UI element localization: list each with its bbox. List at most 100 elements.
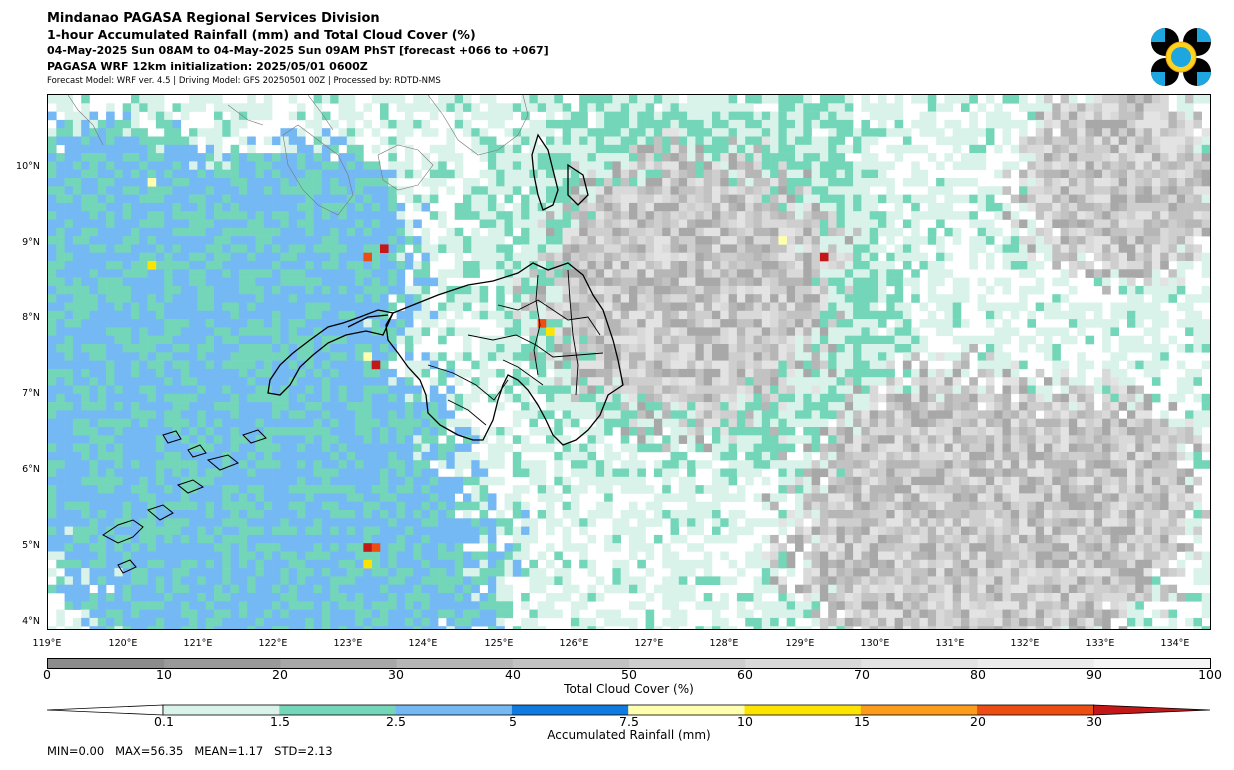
grid-cell <box>778 427 787 436</box>
grid-cell <box>396 128 406 137</box>
grid-cell <box>703 227 713 237</box>
grid-cell <box>595 103 605 112</box>
grid-cell <box>321 377 331 386</box>
grid-cell <box>321 418 331 428</box>
grid-cell <box>869 402 879 411</box>
grid-cell <box>844 227 854 237</box>
grid-cell <box>944 211 953 220</box>
grid-cell <box>404 368 414 378</box>
grid-cell <box>48 310 57 320</box>
grid-cell <box>1201 418 1210 428</box>
grid-cell <box>1151 427 1161 436</box>
grid-cell <box>662 352 671 361</box>
grid-cell <box>487 119 497 129</box>
grid-cell <box>562 344 572 353</box>
grid-cell <box>479 294 489 303</box>
grid-cell <box>355 244 364 253</box>
grid-cell <box>346 352 356 361</box>
grid-cell <box>346 344 356 353</box>
grid-cell <box>927 294 937 303</box>
grid-cell <box>521 269 530 278</box>
grid-cell <box>712 186 721 195</box>
grid-cell <box>728 186 738 195</box>
grid-cell <box>230 410 240 419</box>
grid-cell <box>645 244 655 253</box>
grid-cell <box>570 153 580 162</box>
grid-cell <box>662 335 671 345</box>
grid-cell <box>803 103 812 112</box>
grid-cell <box>1052 352 1061 361</box>
grid-cell <box>894 277 904 287</box>
grid-cell <box>189 128 198 137</box>
grid-cell <box>861 385 870 395</box>
grid-cell <box>828 236 837 245</box>
grid-cell <box>1035 277 1045 287</box>
grid-cell <box>139 402 148 411</box>
grid-cell <box>496 302 505 312</box>
grid-cell <box>629 327 638 336</box>
grid-cell <box>894 269 904 278</box>
grid-cell <box>255 269 265 278</box>
grid-cell <box>131 410 140 419</box>
grid-cell <box>280 153 289 162</box>
grid-cell <box>388 335 397 345</box>
grid-cell <box>421 161 431 170</box>
grid-cell <box>1143 219 1153 229</box>
grid-cell <box>653 252 663 262</box>
grid-cell <box>172 368 182 378</box>
grid-cell <box>363 244 372 253</box>
grid-cell <box>811 418 821 428</box>
grid-cell <box>288 178 298 187</box>
grid-cell <box>1135 410 1144 419</box>
grid-cell <box>255 352 265 361</box>
grid-cell <box>81 327 90 336</box>
grid-cell <box>147 236 157 245</box>
grid-cell <box>1068 103 1078 112</box>
grid-cell <box>371 261 381 270</box>
grid-cell <box>1176 269 1186 278</box>
grid-cell <box>736 202 746 212</box>
grid-cell <box>819 194 829 204</box>
grid-cell <box>131 227 140 237</box>
grid-cell <box>189 95 198 104</box>
grid-cell <box>355 194 364 204</box>
grid-cell <box>1110 368 1119 378</box>
grid-cell <box>770 227 779 237</box>
grid-cell <box>346 368 356 378</box>
grid-cell <box>670 393 680 403</box>
grid-cell <box>579 269 588 278</box>
grid-cell <box>570 236 580 245</box>
grid-cell <box>1160 285 1169 295</box>
grid-cell <box>736 144 746 154</box>
grid-cell <box>620 119 630 129</box>
grid-cell <box>521 244 530 253</box>
grid-cell <box>388 352 397 361</box>
grid-cell <box>180 236 190 245</box>
grid-cell <box>313 202 323 212</box>
grid-cell <box>64 227 74 237</box>
grid-cell <box>977 194 987 204</box>
grid-cell <box>479 211 489 220</box>
grid-cell <box>521 402 530 411</box>
grid-cell <box>786 302 796 312</box>
grid-cell <box>629 95 638 104</box>
grid-cell <box>1002 95 1012 104</box>
grid-cell <box>56 194 65 204</box>
grid-cell <box>653 277 663 287</box>
grid-cell <box>180 385 190 395</box>
grid-cell <box>803 153 812 162</box>
grid-cell <box>1077 111 1086 121</box>
grid-cell <box>164 277 173 287</box>
grid-cell <box>786 252 796 262</box>
grid-cell <box>413 335 422 345</box>
grid-cell <box>106 418 115 428</box>
grid-cell <box>637 244 646 253</box>
grid-cell <box>438 269 447 278</box>
grid-cell <box>819 402 829 411</box>
grid-cell <box>579 178 588 187</box>
grid-cell <box>612 368 621 378</box>
grid-cell <box>504 219 514 229</box>
grid-cell <box>919 178 929 187</box>
grid-cell <box>81 285 90 295</box>
grid-cell <box>496 319 505 328</box>
